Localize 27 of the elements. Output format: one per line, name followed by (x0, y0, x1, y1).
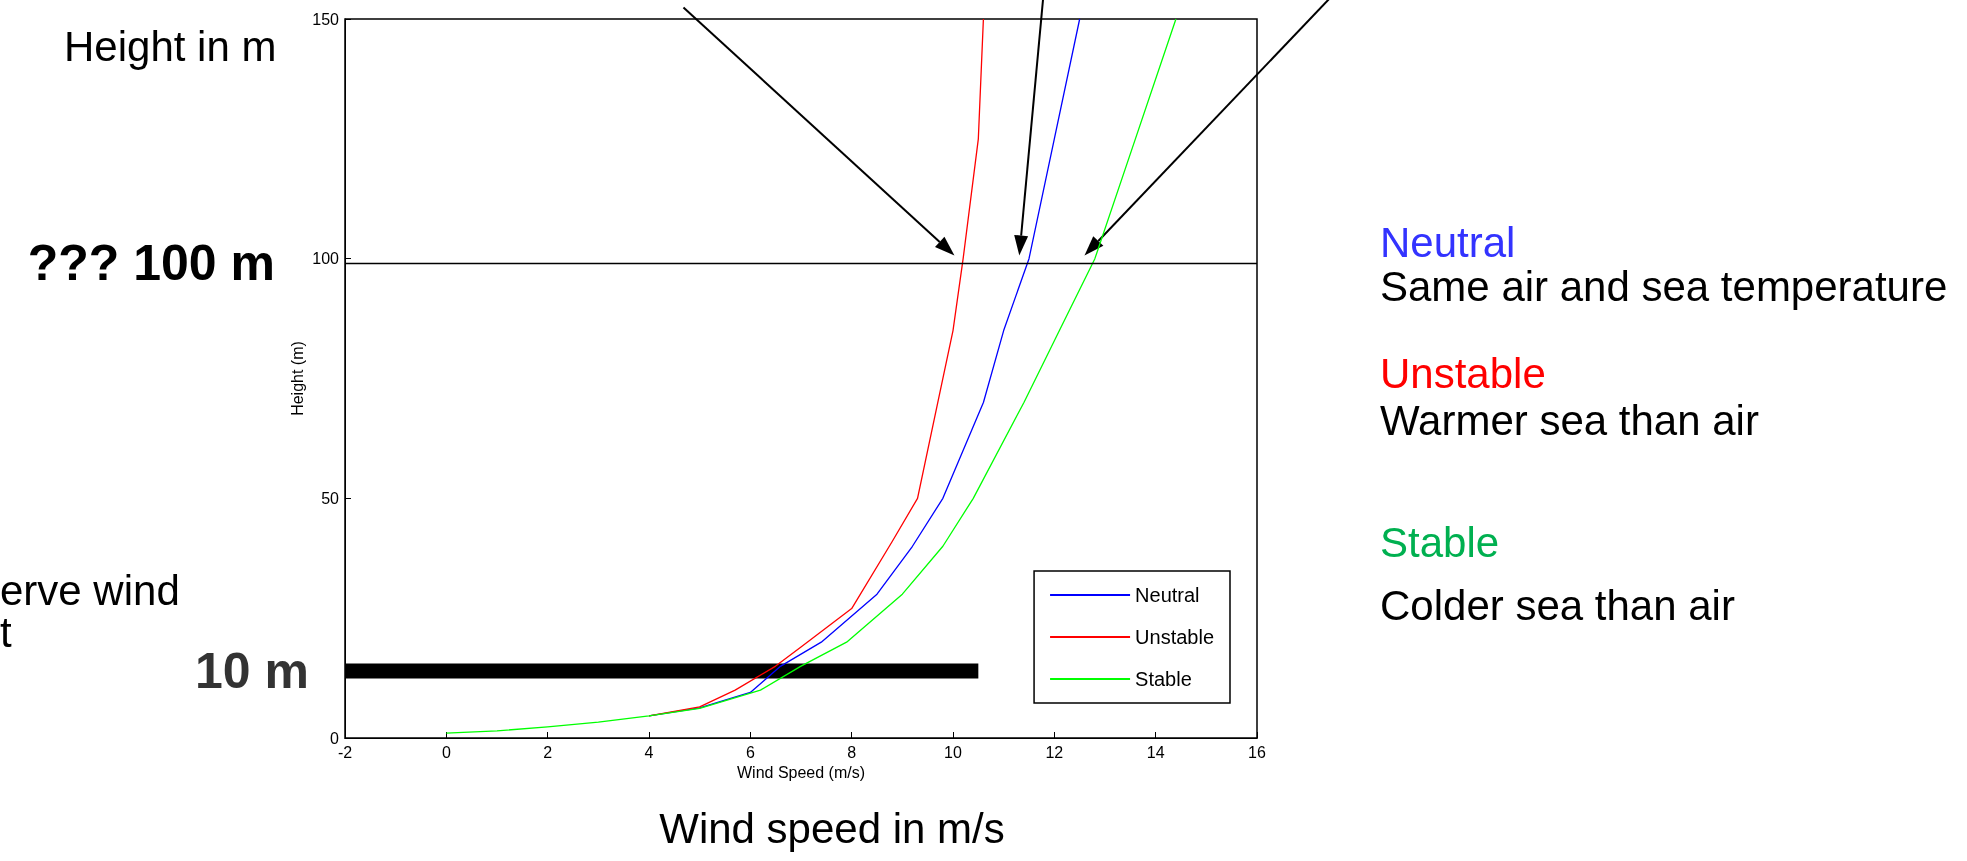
text: Wind speed in m/s (659, 804, 1005, 852)
x-tick-label: 16 (1248, 743, 1266, 761)
y-axis-title: Height (m) (288, 341, 306, 416)
legend-label: Unstable (1135, 626, 1214, 648)
legend-label: Stable (1135, 668, 1192, 690)
x-tick-label: 14 (1146, 743, 1165, 761)
annotation: 10 m (195, 642, 309, 699)
text: Unstable (1380, 349, 1546, 397)
y-tick-label: 0 (330, 729, 340, 747)
y-tick-label: 150 (312, 10, 340, 28)
text: Height in m (64, 22, 277, 70)
x-tick-label: 0 (441, 743, 451, 761)
x-tick-label: 12 (1045, 743, 1064, 761)
x-tick-label: 6 (745, 743, 755, 761)
x-tick-label: 8 (847, 743, 857, 761)
y-tick-label: 100 (312, 250, 340, 268)
y-tick-label: 50 (321, 489, 340, 507)
text: Stable (1380, 518, 1500, 566)
x-tick-label: 4 (644, 743, 654, 761)
ref-line-label: ??? 100 m (27, 235, 275, 292)
legend-label: Neutral (1135, 584, 1200, 606)
text: Colder sea than air (1380, 581, 1735, 629)
x-tick-label: 10 (944, 743, 962, 761)
x-axis-title: Wind Speed (m/s) (736, 764, 866, 782)
x-tick-label: -2 (337, 743, 353, 761)
x-tick-label: 2 (543, 743, 553, 761)
text: Warmer sea than air (1380, 396, 1759, 444)
